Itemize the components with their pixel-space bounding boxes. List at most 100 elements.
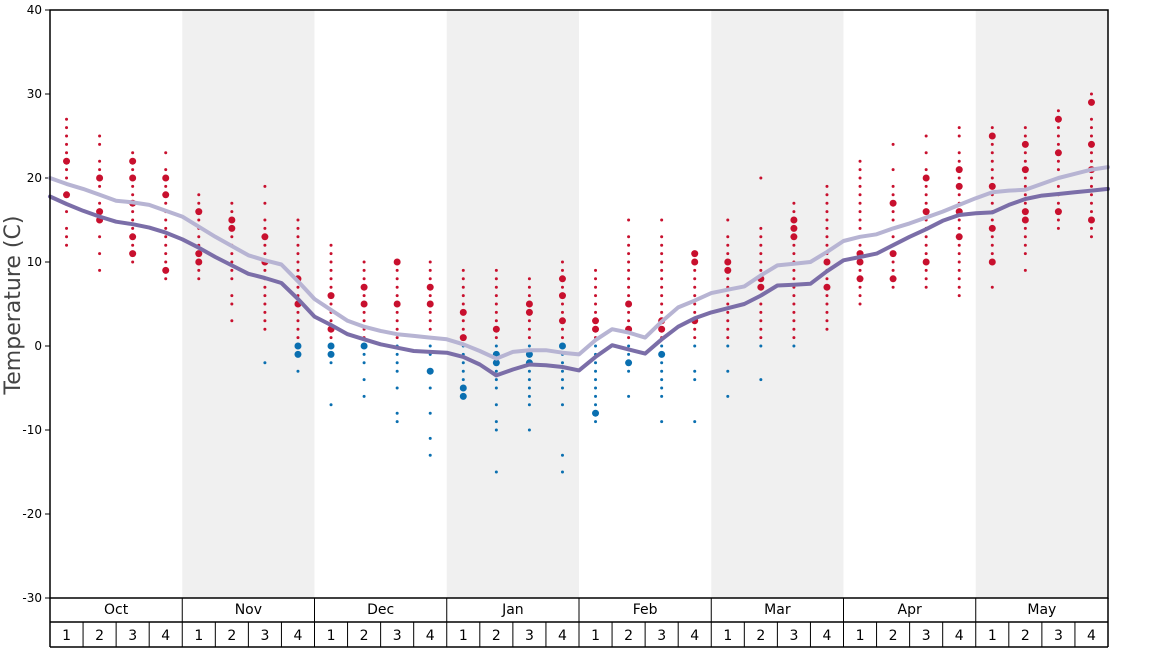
temperature-dot-frequent	[129, 250, 137, 258]
temperature-dot	[527, 394, 531, 398]
temperature-dot	[461, 378, 465, 382]
temperature-dot	[891, 210, 895, 214]
temperature-dot	[957, 260, 961, 264]
temperature-dot-frequent	[558, 292, 566, 300]
temperature-dot-frequent	[1021, 216, 1029, 224]
temperature-dot	[395, 268, 399, 272]
temperature-dot-frequent	[856, 275, 864, 283]
temperature-dot	[296, 243, 300, 247]
temperature-dot	[792, 243, 796, 247]
temperature-dot	[792, 277, 796, 281]
temperature-dot	[990, 142, 994, 146]
temperature-dot	[263, 201, 267, 205]
temperature-dot	[263, 361, 267, 365]
temperature-dot	[1056, 226, 1060, 230]
temperature-dot	[362, 294, 366, 298]
temperature-dot-frequent	[459, 384, 467, 392]
temperature-dot	[660, 252, 664, 256]
temperature-dot	[494, 294, 498, 298]
daily-temperature-dots	[63, 92, 1095, 474]
temperature-dot-frequent	[823, 283, 831, 291]
temperature-dot	[329, 336, 333, 340]
temperature-dot	[395, 411, 399, 415]
temperature-dot	[726, 277, 730, 281]
temperature-dot	[660, 243, 664, 247]
temperature-dot	[825, 319, 829, 323]
temperature-dot	[395, 310, 399, 314]
week-label: 1	[723, 628, 732, 644]
temperature-dot	[1023, 193, 1027, 197]
temperature-dot	[494, 319, 498, 323]
temperature-dot	[1056, 134, 1060, 138]
temperature-dot	[825, 235, 829, 239]
temperature-dot	[164, 184, 168, 188]
temperature-dot	[263, 285, 267, 289]
temperature-dot	[825, 294, 829, 298]
temperature-dot	[461, 302, 465, 306]
temperature-dot	[1089, 193, 1093, 197]
temperature-dot	[560, 378, 564, 382]
temperature-dot	[858, 268, 862, 272]
temperature-dot	[825, 327, 829, 331]
temperature-dot-frequent	[1021, 208, 1029, 216]
temperature-dot	[164, 277, 168, 281]
temperature-dot	[726, 369, 730, 373]
temperature-dot	[395, 294, 399, 298]
temperature-dot	[329, 277, 333, 281]
temperature-dot	[395, 361, 399, 365]
temperature-dot	[98, 168, 102, 172]
temperature-dot	[164, 260, 168, 264]
temperature-dot-frequent	[889, 250, 897, 258]
temperature-dot-frequent	[1021, 166, 1029, 174]
temperature-dot	[395, 277, 399, 281]
temperature-dot	[594, 344, 598, 348]
temperature-dot	[924, 201, 928, 205]
temperature-dot	[1089, 126, 1093, 130]
temperature-dot	[428, 268, 432, 272]
temperature-dot	[1023, 134, 1027, 138]
temperature-dot	[461, 327, 465, 331]
temperature-dot-frequent	[162, 174, 170, 182]
temperature-dot	[924, 285, 928, 289]
temperature-dot	[924, 235, 928, 239]
temperature-dot	[660, 260, 664, 264]
average-low-line	[48, 186, 1110, 378]
temperature-dot	[990, 151, 994, 155]
temperature-dot	[858, 159, 862, 163]
temperature-dot	[560, 453, 564, 457]
temperature-dot	[527, 336, 531, 340]
temperature-dot	[494, 285, 498, 289]
temperature-dot	[527, 403, 531, 407]
temperature-dot	[263, 302, 267, 306]
temperature-dot	[560, 361, 564, 365]
temperature-dot	[494, 378, 498, 382]
temperature-dot	[759, 226, 763, 230]
y-tick-label: -10	[22, 423, 42, 437]
temperature-dot	[197, 277, 201, 281]
temperature-dot	[560, 327, 564, 331]
week-label: 3	[1054, 628, 1063, 644]
temperature-dot	[197, 218, 201, 222]
temperature-dot	[1056, 218, 1060, 222]
temperature-dot-frequent	[162, 191, 170, 199]
temperature-dot	[164, 235, 168, 239]
temperature-dot	[428, 386, 432, 390]
temperature-dot-frequent	[988, 132, 996, 140]
temperature-dot	[461, 277, 465, 281]
temperature-dot	[858, 176, 862, 180]
temperature-dot	[164, 218, 168, 222]
temperature-dot	[726, 218, 730, 222]
temperature-dot	[362, 310, 366, 314]
temperature-dot	[494, 336, 498, 340]
temperature-dot	[891, 142, 895, 146]
temperature-dot	[693, 420, 697, 424]
temperature-dot	[296, 260, 300, 264]
temperature-dot	[759, 235, 763, 239]
temperature-dot	[560, 260, 564, 264]
temperature-dot	[858, 226, 862, 230]
temperature-dot	[230, 319, 234, 323]
temperature-dot-frequent	[955, 166, 963, 174]
week-label: 4	[558, 628, 567, 644]
temperature-dot	[461, 369, 465, 373]
temperature-dot	[990, 218, 994, 222]
